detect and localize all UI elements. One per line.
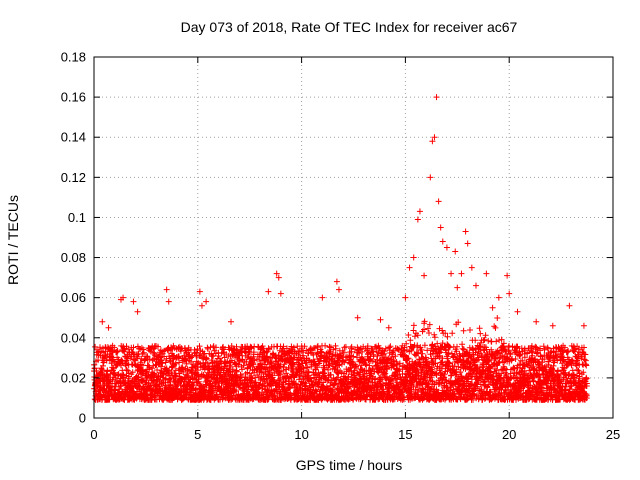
data-point (265, 288, 272, 295)
y-tick-label: 0.16 (61, 90, 86, 105)
data-point (163, 286, 170, 293)
data-point (468, 264, 475, 271)
data-point (495, 294, 502, 301)
data-point (421, 272, 428, 279)
data-points (91, 94, 590, 403)
data-point (431, 134, 438, 141)
y-tick-label: 0.04 (61, 330, 86, 345)
data-point (489, 304, 496, 311)
axis-ticks (93, 56, 614, 419)
data-point (196, 288, 203, 295)
data-point (335, 286, 342, 293)
data-point (437, 224, 444, 231)
data-point (319, 294, 326, 301)
data-point (448, 270, 455, 277)
data-point (273, 270, 280, 277)
data-point (429, 138, 436, 145)
data-point (130, 298, 137, 305)
data-point (354, 314, 361, 321)
x-tick-label: 20 (502, 427, 516, 442)
y-tick-label: 0.18 (61, 50, 86, 65)
data-point (165, 298, 172, 305)
y-tick-labels: 0 0.02 0.04 0.06 0.08 0.1 0.12 0.14 0.16 0.18 (61, 50, 86, 426)
data-point (198, 302, 205, 309)
y-tick-label: 0.12 (61, 170, 86, 185)
data-point (439, 238, 446, 245)
data-point (454, 284, 461, 291)
data-point (533, 318, 540, 325)
data-point (416, 208, 423, 215)
data-point (435, 198, 442, 205)
y-tick-label: 0.06 (61, 290, 86, 305)
data-point (203, 298, 210, 305)
data-point (385, 324, 392, 331)
data-point (105, 324, 112, 331)
data-point (443, 244, 450, 251)
data-point (402, 294, 409, 301)
data-point (275, 274, 282, 281)
x-tick-label: 10 (294, 427, 308, 442)
y-tick-label: 0.14 (61, 130, 86, 145)
y-tick-label: 0.1 (68, 210, 86, 225)
y-tick-label: 0 (79, 411, 86, 426)
x-tick-label: 15 (398, 427, 412, 442)
data-point (134, 308, 141, 315)
data-point (120, 294, 127, 301)
data-point (472, 282, 479, 289)
data-point (483, 270, 490, 277)
x-tick-label: 0 (90, 427, 97, 442)
data-point (228, 318, 235, 325)
y-axis-label: ROTI / TECUs (5, 195, 21, 285)
data-point (410, 254, 417, 261)
data-point (406, 264, 413, 271)
baseline-point-cloud (91, 315, 590, 403)
data-point (427, 174, 434, 181)
x-tick-labels: 0 5 10 15 20 25 (90, 427, 620, 442)
data-point (414, 216, 421, 223)
y-tick-label: 0.08 (61, 250, 86, 265)
data-point (377, 316, 384, 323)
plot-frame (93, 56, 614, 419)
x-tick-label: 5 (194, 427, 201, 442)
data-point (506, 290, 513, 297)
data-point (452, 248, 459, 255)
data-point (99, 318, 106, 325)
chart-title: Day 073 of 2018, Rate Of TEC Index for r… (181, 19, 518, 35)
data-point (580, 322, 587, 329)
data-point (566, 302, 573, 309)
data-point (549, 322, 556, 329)
data-point (504, 272, 511, 279)
x-axis-label: GPS time / hours (296, 457, 403, 473)
data-point (464, 240, 471, 247)
data-point (462, 228, 469, 235)
x-tick-label: 25 (606, 427, 620, 442)
data-point (277, 290, 284, 297)
y-tick-label: 0.02 (61, 370, 86, 385)
data-point (433, 94, 440, 101)
data-point (514, 308, 521, 315)
data-point (333, 278, 340, 285)
data-point (458, 270, 465, 277)
